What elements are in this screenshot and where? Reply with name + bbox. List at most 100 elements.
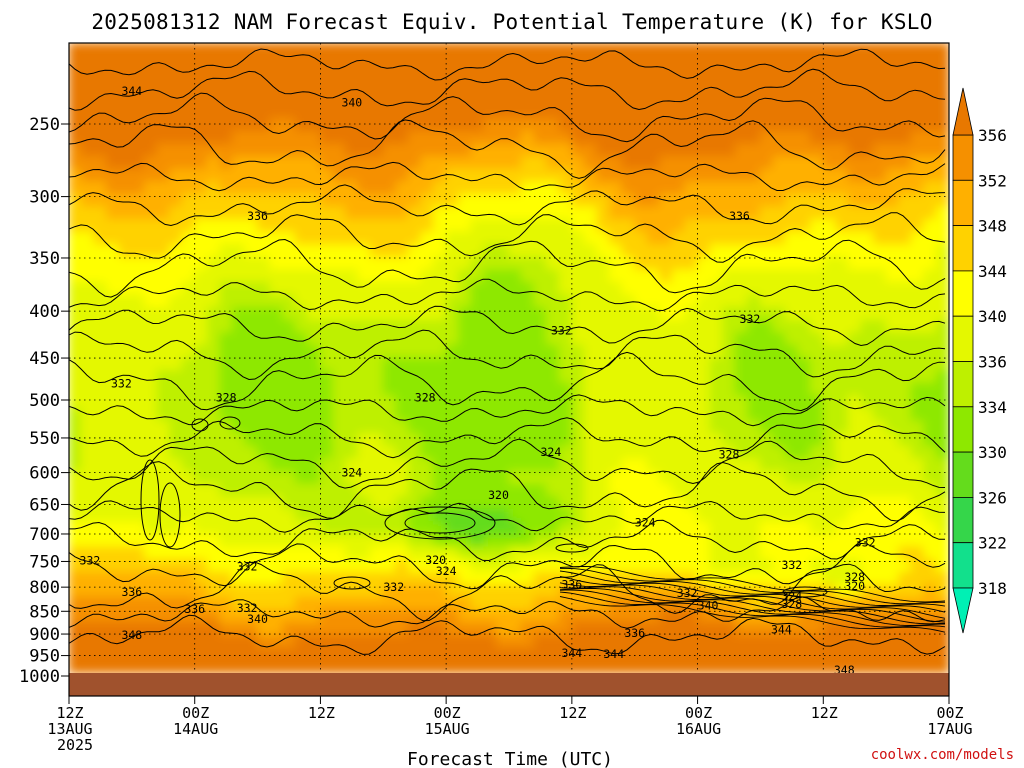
field-cell: [445, 647, 460, 661]
field-cell: [294, 634, 309, 649]
field-cell: [634, 445, 648, 460]
field-cell: [684, 269, 699, 283]
field-cell: [734, 407, 749, 422]
field-cell: [483, 118, 497, 132]
field-cell: [847, 407, 862, 422]
field-cell: [898, 244, 912, 258]
field-cell: [244, 609, 259, 624]
field-cell: [231, 584, 246, 598]
field-cell: [257, 231, 271, 246]
contour-label: 332: [677, 586, 698, 600]
field-cell: [860, 92, 875, 107]
field-cell: [847, 118, 862, 132]
field-cell: [282, 382, 296, 397]
field-cell: [118, 256, 133, 271]
field-cell: [81, 332, 95, 346]
field-cell: [181, 281, 196, 296]
field-cell: [847, 420, 862, 435]
contour-label: 336: [247, 209, 268, 223]
field-cell: [458, 244, 472, 258]
colorbar-bottom-arrow: [952, 587, 974, 634]
field-cell: [923, 193, 937, 208]
field-cell: [810, 357, 824, 372]
field-cell: [722, 244, 736, 258]
field-cell: [860, 155, 875, 170]
field-cell: [407, 269, 422, 283]
field-cell: [294, 609, 309, 624]
field-cell: [797, 521, 812, 535]
field-cell: [684, 155, 699, 170]
field-cell: [772, 155, 787, 170]
field-cell: [747, 433, 761, 447]
field-cell: [307, 256, 321, 271]
field-cell: [345, 256, 359, 271]
field-cell: [69, 155, 83, 170]
field-cell: [822, 622, 837, 636]
field-cell: [244, 130, 259, 145]
field-cell: [118, 546, 133, 561]
field-cell: [407, 634, 422, 649]
field-cell: [508, 319, 523, 334]
field-cell: [420, 496, 435, 510]
field-cell: [885, 130, 900, 145]
field-cell: [269, 357, 284, 372]
field-cell: [106, 659, 120, 673]
field-cell: [772, 218, 787, 233]
field-cell: [181, 105, 196, 120]
field-cell: [433, 80, 447, 94]
field-cell: [370, 357, 384, 372]
field-cell: [470, 458, 485, 472]
field-cell: [194, 571, 208, 586]
field-cell: [558, 193, 573, 208]
field-cell: [810, 269, 824, 283]
contour-label: 348: [834, 663, 855, 677]
field-cell: [345, 382, 359, 397]
field-cell: [634, 483, 648, 498]
field-cell: [345, 508, 359, 523]
field-cell: [822, 659, 837, 673]
field-cell: [257, 55, 271, 69]
field-cell: [445, 181, 460, 195]
field-cell: [495, 332, 510, 346]
field-cell: [571, 470, 585, 485]
field-cell: [546, 105, 560, 120]
field-cell: [294, 332, 309, 346]
field-cell: [533, 395, 548, 409]
contour-line: [69, 614, 946, 655]
field-cell: [244, 634, 259, 649]
field-cell: [546, 659, 560, 673]
field-cell: [382, 218, 397, 233]
field-cell: [194, 508, 208, 523]
field-cell: [244, 344, 259, 359]
field-cell: [747, 622, 761, 636]
field-cell: [797, 445, 812, 460]
field-cell: [370, 420, 384, 435]
y-tick-label: 600: [29, 464, 60, 484]
field-cell: [583, 43, 598, 57]
field-cell: [521, 281, 535, 296]
field-cell: [873, 647, 887, 661]
field-cell: [609, 43, 623, 57]
field-cell: [533, 533, 548, 548]
field-cell: [621, 181, 636, 195]
field-cell: [370, 55, 384, 69]
field-cell: [194, 269, 208, 283]
field-cell: [734, 546, 749, 561]
field-cell: [433, 445, 447, 460]
field-cell: [345, 370, 359, 384]
field-cell: [181, 55, 196, 69]
field-cell: [244, 470, 259, 485]
field-cell: [646, 420, 661, 435]
field-cell: [772, 294, 787, 309]
field-cell: [734, 244, 749, 258]
field-cell: [231, 80, 246, 94]
field-cell: [596, 118, 611, 132]
field-cell: [395, 407, 409, 422]
field-cell: [181, 546, 196, 561]
field-cell: [181, 647, 196, 661]
field-cell: [571, 168, 585, 183]
field-cell: [231, 458, 246, 472]
field-cell: [521, 256, 535, 271]
field-cell: [156, 382, 171, 397]
field-cell: [307, 231, 321, 246]
